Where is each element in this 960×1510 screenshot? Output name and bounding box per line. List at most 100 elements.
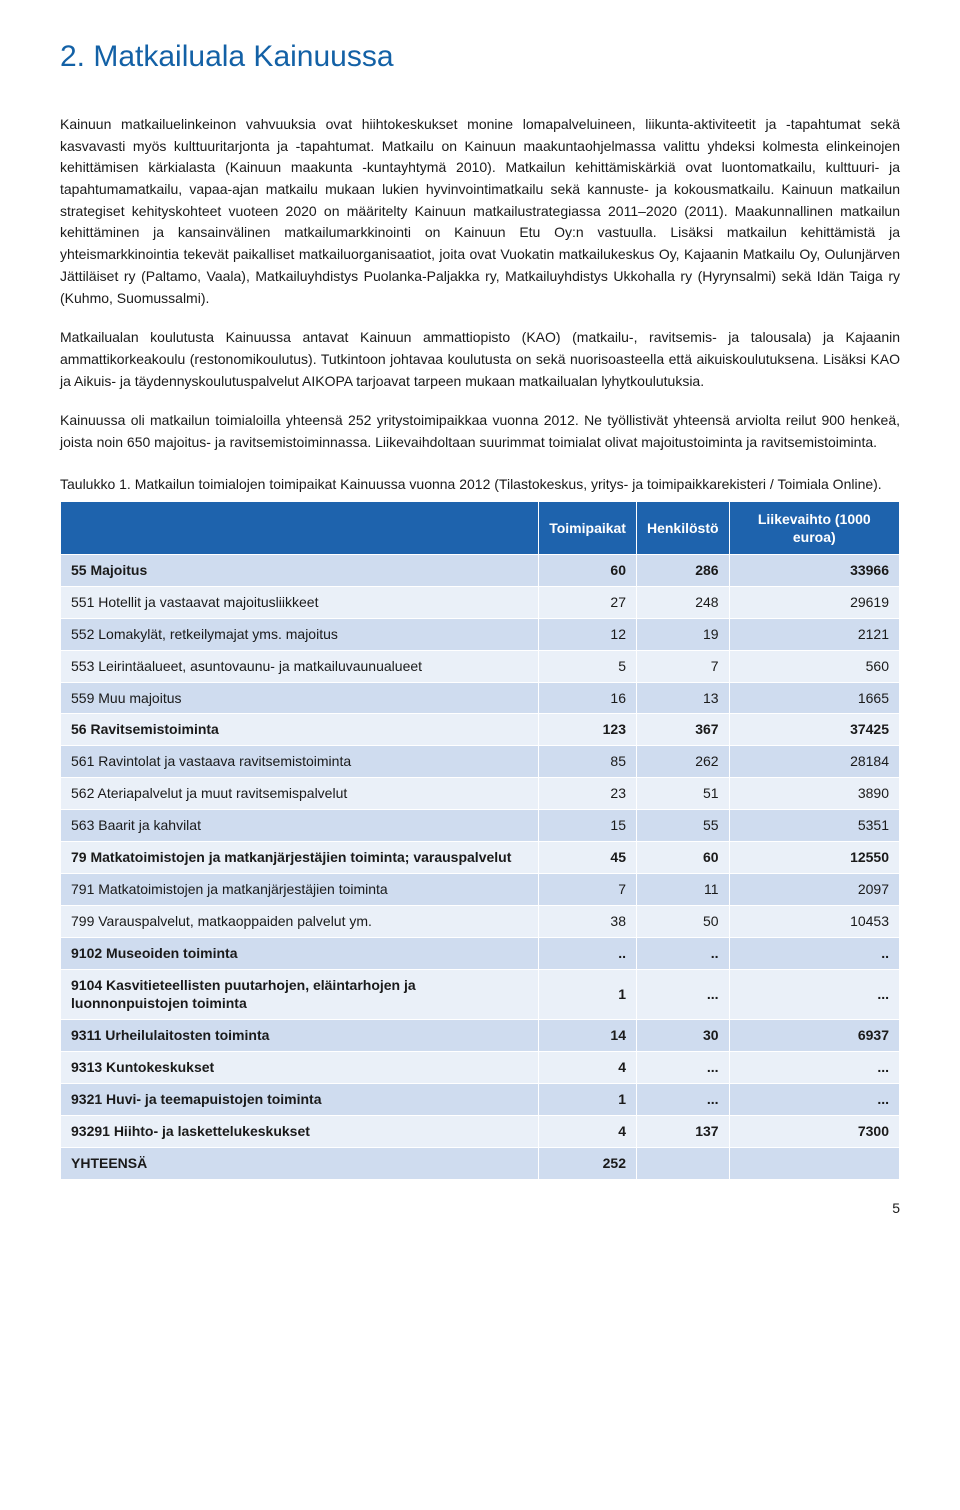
cell-toimipaikat: 60: [539, 555, 637, 587]
cell-toimipaikat: 4: [539, 1116, 637, 1148]
cell-liikevaihto: 29619: [729, 586, 899, 618]
cell-label: 9311 Urheilulaitosten toiminta: [61, 1020, 539, 1052]
cell-henkilosto: ...: [636, 1052, 729, 1084]
cell-liikevaihto: 12550: [729, 842, 899, 874]
cell-henkilosto: 11: [636, 873, 729, 905]
table-body: 55 Majoitus6028633966551 Hotellit ja vas…: [61, 555, 900, 1180]
cell-label: 9313 Kuntokeskukset: [61, 1052, 539, 1084]
cell-henkilosto: [636, 1147, 729, 1179]
col-liikevaihto: Liikevaihto (1000 euroa): [729, 501, 899, 554]
cell-liikevaihto: [729, 1147, 899, 1179]
cell-label: 561 Ravintolat ja vastaava ravitsemistoi…: [61, 746, 539, 778]
table-row: 799 Varauspalvelut, matkaoppaiden palvel…: [61, 905, 900, 937]
table-row: 9321 Huvi- ja teemapuistojen toiminta1..…: [61, 1084, 900, 1116]
cell-henkilosto: 13: [636, 682, 729, 714]
cell-liikevaihto: 2121: [729, 618, 899, 650]
paragraph-1: Kainuun matkailuelinkeinon vahvuuksia ov…: [60, 114, 900, 309]
cell-henkilosto: 137: [636, 1116, 729, 1148]
col-label: [61, 501, 539, 554]
paragraph-3: Kainuussa oli matkailun toimialoilla yht…: [60, 410, 900, 453]
cell-label: 551 Hotellit ja vastaavat majoitusliikke…: [61, 586, 539, 618]
table-row: 9104 Kasvitieteellisten puutarhojen, elä…: [61, 969, 900, 1020]
table-row: 9311 Urheilulaitosten toiminta14306937: [61, 1020, 900, 1052]
cell-toimipaikat: 45: [539, 842, 637, 874]
cell-henkilosto: 7: [636, 650, 729, 682]
table-row: YHTEENSÄ252: [61, 1147, 900, 1179]
cell-henkilosto: ...: [636, 969, 729, 1020]
cell-label: 56 Ravitsemistoiminta: [61, 714, 539, 746]
cell-henkilosto: 30: [636, 1020, 729, 1052]
cell-liikevaihto: 1665: [729, 682, 899, 714]
document-page: 2. Matkailuala Kainuussa Kainuun matkail…: [0, 0, 960, 1236]
cell-henkilosto: 19: [636, 618, 729, 650]
cell-liikevaihto: ..: [729, 937, 899, 969]
cell-label: 93291 Hiihto- ja laskettelukeskukset: [61, 1116, 539, 1148]
cell-henkilosto: 51: [636, 778, 729, 810]
cell-label: YHTEENSÄ: [61, 1147, 539, 1179]
cell-label: 55 Majoitus: [61, 555, 539, 587]
cell-toimipaikat: 16: [539, 682, 637, 714]
cell-henkilosto: 262: [636, 746, 729, 778]
cell-henkilosto: ..: [636, 937, 729, 969]
cell-toimipaikat: 252: [539, 1147, 637, 1179]
cell-toimipaikat: 12: [539, 618, 637, 650]
cell-label: 562 Ateriapalvelut ja muut ravitsemispal…: [61, 778, 539, 810]
cell-liikevaihto: 7300: [729, 1116, 899, 1148]
cell-liikevaihto: 2097: [729, 873, 899, 905]
cell-liikevaihto: 3890: [729, 778, 899, 810]
table-row: 9313 Kuntokeskukset4......: [61, 1052, 900, 1084]
cell-liikevaihto: 560: [729, 650, 899, 682]
cell-toimipaikat: 123: [539, 714, 637, 746]
cell-label: 552 Lomakylät, retkeilymajat yms. majoit…: [61, 618, 539, 650]
cell-liikevaihto: 28184: [729, 746, 899, 778]
cell-toimipaikat: 4: [539, 1052, 637, 1084]
cell-label: 559 Muu majoitus: [61, 682, 539, 714]
table-row: 563 Baarit ja kahvilat15555351: [61, 810, 900, 842]
cell-liikevaihto: 6937: [729, 1020, 899, 1052]
table-row: 551 Hotellit ja vastaavat majoitusliikke…: [61, 586, 900, 618]
cell-toimipaikat: 85: [539, 746, 637, 778]
cell-liikevaihto: 33966: [729, 555, 899, 587]
table-row: 562 Ateriapalvelut ja muut ravitsemispal…: [61, 778, 900, 810]
cell-toimipaikat: ..: [539, 937, 637, 969]
cell-label: 9321 Huvi- ja teemapuistojen toiminta: [61, 1084, 539, 1116]
industry-table: Toimipaikat Henkilöstö Liikevaihto (1000…: [60, 501, 900, 1180]
cell-liikevaihto: ...: [729, 1084, 899, 1116]
table-row: 9102 Museoiden toiminta......: [61, 937, 900, 969]
table-row: 553 Leirintäalueet, asuntovaunu- ja matk…: [61, 650, 900, 682]
cell-henkilosto: 286: [636, 555, 729, 587]
cell-toimipaikat: 1: [539, 969, 637, 1020]
cell-henkilosto: 60: [636, 842, 729, 874]
cell-label: 791 Matkatoimistojen ja matkanjärjestäji…: [61, 873, 539, 905]
table-row: 561 Ravintolat ja vastaava ravitsemistoi…: [61, 746, 900, 778]
cell-label: 79 Matkatoimistojen ja matkanjärjestäjie…: [61, 842, 539, 874]
table-row: 93291 Hiihto- ja laskettelukeskukset4137…: [61, 1116, 900, 1148]
section-heading: 2. Matkailuala Kainuussa: [60, 40, 900, 74]
table-caption: Taulukko 1. Matkailun toimialojen toimip…: [60, 474, 900, 495]
cell-henkilosto: 248: [636, 586, 729, 618]
table-row: 559 Muu majoitus16131665: [61, 682, 900, 714]
cell-label: 9104 Kasvitieteellisten puutarhojen, elä…: [61, 969, 539, 1020]
table-row: 56 Ravitsemistoiminta12336737425: [61, 714, 900, 746]
cell-label: 799 Varauspalvelut, matkaoppaiden palvel…: [61, 905, 539, 937]
cell-toimipaikat: 27: [539, 586, 637, 618]
cell-toimipaikat: 1: [539, 1084, 637, 1116]
cell-henkilosto: 55: [636, 810, 729, 842]
cell-liikevaihto: 37425: [729, 714, 899, 746]
table-row: 552 Lomakylät, retkeilymajat yms. majoit…: [61, 618, 900, 650]
cell-label: 9102 Museoiden toiminta: [61, 937, 539, 969]
cell-henkilosto: ...: [636, 1084, 729, 1116]
cell-label: 563 Baarit ja kahvilat: [61, 810, 539, 842]
cell-toimipaikat: 7: [539, 873, 637, 905]
table-row: 79 Matkatoimistojen ja matkanjärjestäjie…: [61, 842, 900, 874]
cell-henkilosto: 50: [636, 905, 729, 937]
cell-toimipaikat: 23: [539, 778, 637, 810]
cell-liikevaihto: ...: [729, 1052, 899, 1084]
table-row: 791 Matkatoimistojen ja matkanjärjestäji…: [61, 873, 900, 905]
cell-toimipaikat: 14: [539, 1020, 637, 1052]
table-row: 55 Majoitus6028633966: [61, 555, 900, 587]
page-number: 5: [60, 1200, 900, 1216]
cell-toimipaikat: 38: [539, 905, 637, 937]
cell-liikevaihto: ...: [729, 969, 899, 1020]
col-henkilosto: Henkilöstö: [636, 501, 729, 554]
